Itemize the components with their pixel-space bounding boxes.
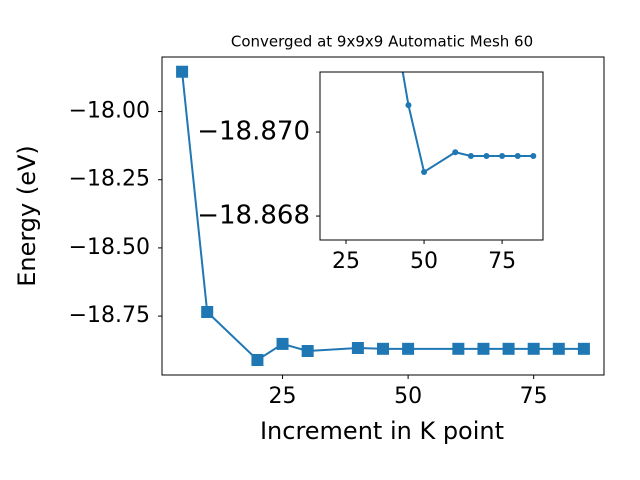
point bbox=[421, 168, 428, 175]
plot-frame bbox=[161, 56, 605, 376]
plot-series bbox=[176, 65, 590, 366]
point bbox=[552, 342, 565, 355]
point bbox=[577, 342, 590, 355]
x-tick-label: 25 bbox=[269, 384, 297, 409]
point bbox=[483, 153, 490, 159]
chart-title: Converged at 9x9x9 Automatic Mesh 60 bbox=[231, 33, 533, 51]
y-tick-label: −18.870 bbox=[197, 117, 310, 147]
point bbox=[467, 153, 474, 159]
point bbox=[377, 342, 389, 355]
point bbox=[477, 342, 490, 355]
plot-series bbox=[390, 11, 537, 175]
x-tick-label: 75 bbox=[520, 384, 548, 409]
point bbox=[390, 11, 396, 17]
x-tick-label: 50 bbox=[394, 384, 422, 409]
x-tick-label: 75 bbox=[488, 249, 516, 274]
x-tick-label: 50 bbox=[410, 249, 438, 274]
point bbox=[201, 306, 214, 318]
point bbox=[351, 342, 364, 354]
point bbox=[514, 153, 521, 159]
plot-frame bbox=[319, 71, 544, 241]
y-tick-label: −18.00 bbox=[69, 99, 150, 124]
point bbox=[499, 153, 506, 159]
point bbox=[276, 337, 289, 350]
y-tick-label: −18.75 bbox=[69, 303, 150, 328]
point bbox=[251, 354, 264, 366]
y-tick-label: −18.50 bbox=[69, 235, 150, 260]
point bbox=[530, 153, 537, 159]
point bbox=[527, 342, 540, 355]
point bbox=[301, 345, 314, 357]
point bbox=[452, 342, 465, 355]
point bbox=[502, 342, 515, 355]
y-tick-label: −18.25 bbox=[69, 167, 150, 192]
x-axis-label: Increment in K point bbox=[260, 417, 504, 445]
x-tick-label: 25 bbox=[332, 249, 360, 274]
y-axis-label: Energy (eV) bbox=[13, 145, 41, 287]
point bbox=[405, 102, 412, 109]
point bbox=[176, 65, 189, 78]
point bbox=[452, 149, 459, 156]
point bbox=[402, 342, 415, 355]
y-tick-label: −18.868 bbox=[197, 201, 310, 231]
